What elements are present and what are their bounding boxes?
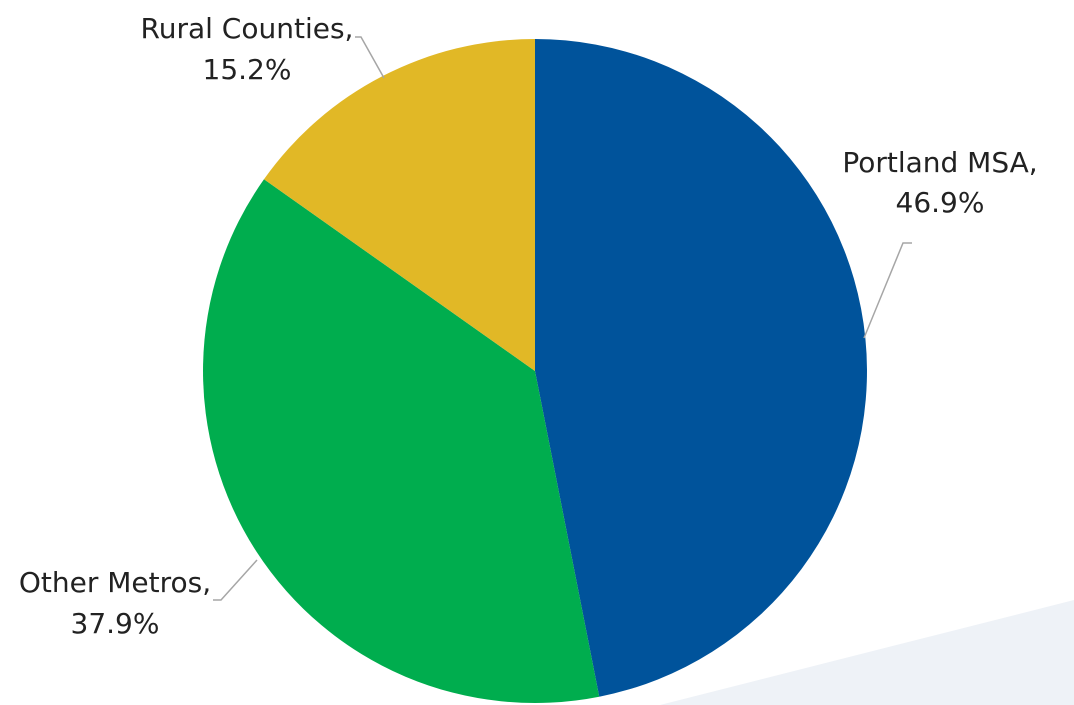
leader-lines (213, 36, 912, 601)
leader-line-other-metros (213, 559, 258, 601)
pie-slice-portland-msa (535, 39, 867, 697)
slice-value-other-metros: 37.9% (71, 607, 160, 640)
background-decoration (660, 600, 1074, 705)
leader-line-portland-msa (863, 242, 912, 339)
pie-slice-rural-counties (263, 39, 535, 371)
slice-value-portland-msa: 46.9% (896, 186, 985, 219)
leader-line-rural-counties (355, 36, 385, 79)
slice-label-rural-counties: Rural Counties, (141, 12, 354, 45)
data-labels: Portland MSA, 46.9% Other Metros, 37.9% Rura… (19, 12, 1038, 640)
slice-value-rural-counties: 15.2% (203, 53, 292, 86)
slice-label-other-metros: Other Metros, (19, 566, 211, 599)
slice-label-portland-msa: Portland MSA, (842, 146, 1037, 179)
pie-slices (203, 39, 867, 703)
pie-slice-other-metros (203, 179, 600, 703)
